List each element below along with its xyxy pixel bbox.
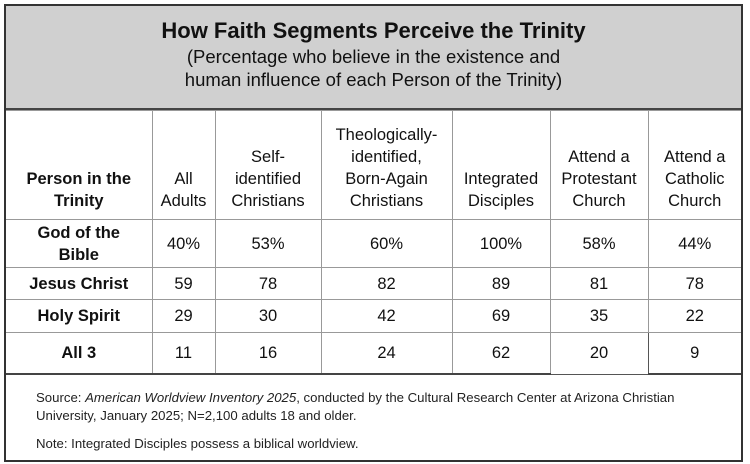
subtitle-line-1: (Percentage who believe in the existence…: [186, 46, 561, 67]
table-cell: 100%: [451, 219, 551, 268]
source-title: American Worldview Inventory 2025: [85, 390, 297, 405]
data-table: Person in the Trinity All Adults Self- i…: [6, 110, 741, 375]
table-cell: 58%: [549, 219, 649, 268]
table-cell: 16: [214, 332, 322, 375]
table-cell: 62: [451, 332, 551, 375]
column-header-integrated-disciples: Integrated Disciples: [451, 110, 551, 220]
column-header-protestant: Attend a Protestant Church: [549, 110, 649, 220]
column-header-self-identified: Self- identified Christians: [214, 110, 322, 220]
table-cell: 29: [151, 299, 216, 333]
table-cell: 20: [549, 332, 649, 375]
table-footer: Source: American Worldview Inventory 202…: [6, 371, 741, 453]
table-row: Holy Spirit 29 30 42 69 35 22: [6, 299, 741, 333]
table-frame: How Faith Segments Perceive the Trinity …: [4, 4, 743, 462]
page-title: How Faith Segments Perceive the Trinity: [161, 18, 586, 43]
column-header-all-adults: All Adults: [151, 110, 216, 220]
table-cell: 11: [151, 332, 216, 375]
header-row: Person in the Trinity All Adults Self- i…: [6, 110, 741, 220]
source-label: Source:: [36, 390, 86, 405]
source-details: , conducted by the Cultural Research Cen…: [36, 390, 675, 423]
table-row: All 3 11 16 24 62 20 9: [6, 332, 741, 375]
column-header-catholic: Attend a Catholic Church: [647, 110, 741, 220]
table-cell: 78: [647, 267, 741, 300]
table-cell: 59: [151, 267, 216, 300]
row-label: Jesus Christ: [6, 267, 153, 300]
table-cell: 42: [320, 299, 453, 333]
row-label: All 3: [6, 332, 153, 375]
table-cell: 22: [647, 299, 741, 333]
table-cell: 69: [451, 299, 551, 333]
column-header-person: Person in the Trinity: [6, 110, 153, 220]
table-cell: 9: [647, 332, 741, 375]
table-cell: 60%: [320, 219, 453, 268]
source-note: Source: American Worldview Inventory 202…: [36, 389, 727, 425]
table-header: How Faith Segments Perceive the Trinity …: [6, 6, 741, 110]
table-cell: 24: [320, 332, 453, 375]
row-label: Holy Spirit: [6, 299, 153, 333]
subtitle-line-2: human influence of each Person of the Tr…: [184, 69, 563, 90]
table-cell: 82: [320, 267, 453, 300]
table-cell: 35: [549, 299, 649, 333]
table-cell: 53%: [214, 219, 322, 268]
table-cell: 78: [214, 267, 322, 300]
subtitle: (Percentage who believe in the existence…: [6, 45, 741, 91]
table-cell: 30: [214, 299, 322, 333]
table-cell: 89: [451, 267, 551, 300]
column-header-born-again: Theologically- identified, Born-Again Ch…: [320, 110, 453, 220]
table-row: Jesus Christ 59 78 82 89 81 78: [6, 267, 741, 300]
table-cell: 44%: [647, 219, 741, 268]
table-cell: 40%: [151, 219, 216, 268]
table-cell: 81: [549, 267, 649, 300]
row-label: God of the Bible: [6, 219, 153, 268]
table-row: God of the Bible 40% 53% 60% 100% 58% 44…: [6, 219, 741, 268]
footnote: Note: Integrated Disciples possess a bib…: [36, 436, 359, 451]
